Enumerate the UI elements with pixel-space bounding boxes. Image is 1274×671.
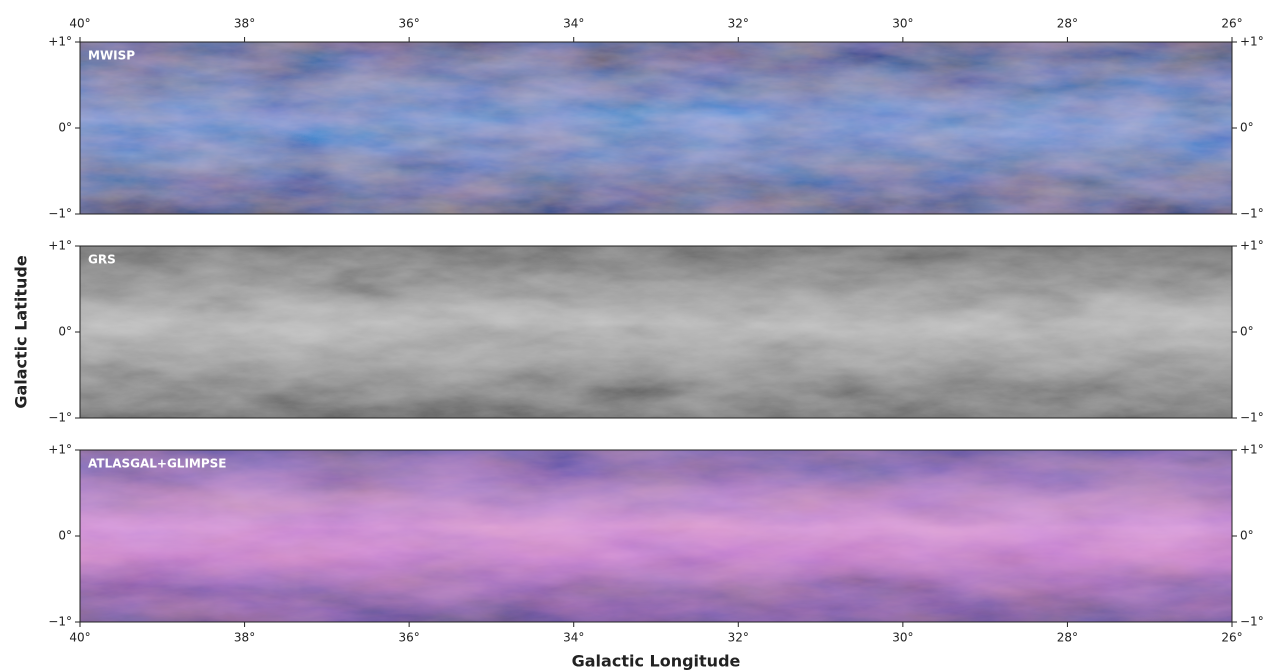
x-tick-label: 40° [69, 17, 90, 31]
x-tick-label: 30° [892, 17, 913, 31]
y-tick-label: −1° [48, 207, 72, 221]
x-tick-label: 38° [234, 631, 255, 645]
x-tick-label: 32° [728, 631, 749, 645]
x-tick-label: 34° [563, 17, 584, 31]
sky-texture [80, 42, 1232, 214]
sky-texture [80, 246, 1232, 418]
y-tick-label-right: −1° [1240, 411, 1264, 425]
x-tick-label: 32° [728, 17, 749, 31]
x-tick-label: 40° [69, 631, 90, 645]
x-axis-title: Galactic Longitude [572, 652, 741, 671]
y-tick-label-right: +1° [1240, 35, 1264, 49]
x-tick-label: 38° [234, 17, 255, 31]
y-axis-title: Galactic Latitude [12, 255, 31, 409]
y-tick-label: 0° [58, 529, 72, 543]
panel-label: MWISP [88, 49, 135, 63]
y-tick-label: −1° [48, 411, 72, 425]
y-tick-label-right: −1° [1240, 207, 1264, 221]
y-tick-label: +1° [48, 443, 72, 457]
x-tick-label: 26° [1221, 17, 1242, 31]
y-tick-label-right: −1° [1240, 615, 1264, 629]
y-tick-label-right: 0° [1240, 325, 1254, 339]
x-tick-label: 28° [1057, 17, 1078, 31]
y-tick-label-right: +1° [1240, 239, 1264, 253]
y-tick-label: +1° [48, 35, 72, 49]
y-tick-label-right: 0° [1240, 529, 1254, 543]
figure: MWISP +1° +1° 0° 0° −1° −1° 40° 38° 36° 34° 32° 30° 2… [0, 0, 1274, 671]
x-tick-label: 36° [399, 631, 420, 645]
y-tick-label: +1° [48, 239, 72, 253]
x-tick-label: 26° [1221, 631, 1242, 645]
x-tick-label: 36° [399, 17, 420, 31]
y-tick-label: 0° [58, 325, 72, 339]
sky-texture [80, 450, 1232, 622]
y-tick-label: −1° [48, 615, 72, 629]
x-tick-label: 28° [1057, 631, 1078, 645]
x-tick-label: 30° [892, 631, 913, 645]
x-tick-label: 34° [563, 631, 584, 645]
panel-label: GRS [88, 253, 116, 267]
y-tick-label-right: +1° [1240, 443, 1264, 457]
y-tick-label: 0° [58, 121, 72, 135]
y-tick-label-right: 0° [1240, 121, 1254, 135]
panel-label: ATLASGAL+GLIMPSE [88, 457, 227, 471]
